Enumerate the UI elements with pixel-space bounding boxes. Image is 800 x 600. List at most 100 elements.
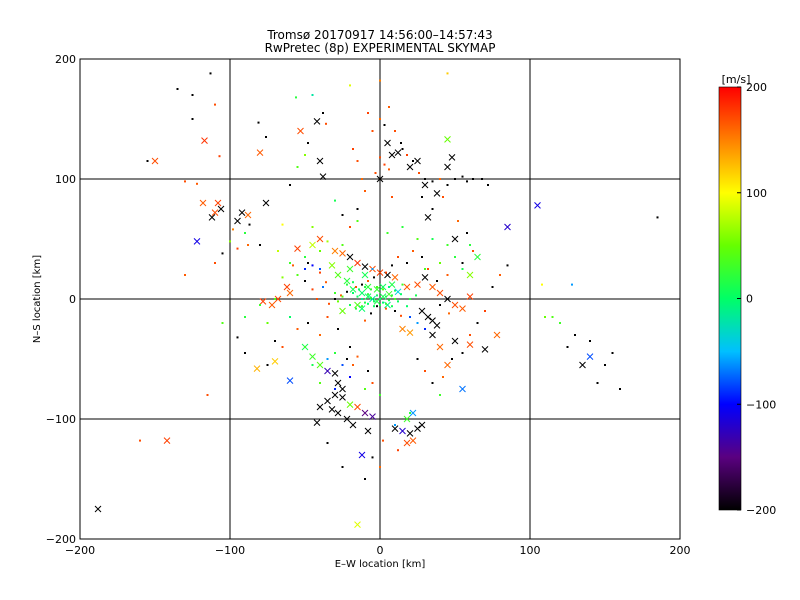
- data-point-dot: [421, 256, 423, 258]
- data-point-dot: [416, 322, 419, 324]
- data-point-dot: [364, 388, 366, 390]
- data-point-dot: [461, 352, 464, 354]
- data-point-dot: [611, 352, 614, 354]
- data-point-dot: [326, 240, 329, 243]
- data-point-dot: [356, 160, 359, 162]
- data-point-dot: [484, 310, 486, 312]
- data-point-dot: [406, 305, 408, 308]
- data-point-x: [339, 250, 346, 257]
- data-point-x: [328, 406, 336, 413]
- data-point-x: [414, 157, 421, 165]
- data-point-dot: [352, 364, 354, 366]
- data-point-dot: [386, 232, 389, 234]
- data-point-x: [384, 139, 391, 147]
- data-point-dot: [281, 346, 284, 348]
- data-point-dot: [379, 298, 381, 300]
- data-point-dot: [319, 271, 321, 274]
- data-point-x: [388, 151, 396, 159]
- data-point-dot: [571, 283, 573, 286]
- data-point-dot: [391, 196, 393, 198]
- data-point-dot: [259, 304, 261, 306]
- data-point-dot: [289, 184, 291, 186]
- data-point-dot: [431, 238, 434, 240]
- data-point-dot: [334, 199, 336, 202]
- data-point-x: [244, 211, 252, 219]
- data-point-dot: [184, 180, 186, 183]
- data-point-dot: [370, 288, 372, 291]
- data-point-dot: [247, 244, 249, 246]
- y-axis-label: N–S location [km]: [32, 255, 43, 343]
- data-point-dot: [412, 160, 414, 162]
- data-point-x: [369, 413, 376, 420]
- data-point-dot: [361, 283, 363, 286]
- data-point-dot: [349, 346, 351, 348]
- data-point-dot: [356, 295, 359, 298]
- data-point-dot: [221, 252, 224, 255]
- data-point-dot: [341, 364, 344, 366]
- data-point-dot: [400, 314, 402, 317]
- data-point-dot: [409, 316, 411, 318]
- data-point-dot: [391, 294, 393, 297]
- data-point-dot: [361, 305, 363, 308]
- data-point-dot: [326, 358, 329, 360]
- data-point-dot: [281, 223, 284, 226]
- data-point-dot: [367, 302, 369, 305]
- data-point-x: [418, 307, 426, 315]
- data-point-dot: [385, 302, 387, 305]
- data-point-dot: [469, 244, 471, 246]
- data-point-dot: [319, 268, 321, 270]
- data-point-dot: [257, 121, 260, 124]
- colorbar-ticks: −200 −100 0 100 200: [718, 81, 776, 517]
- data-point-dot: [424, 370, 426, 372]
- data-point-x: [364, 427, 372, 435]
- data-point-x: [294, 245, 301, 252]
- data-point-dot: [401, 226, 404, 228]
- data-point-dot: [296, 274, 299, 276]
- data-point-x: [297, 127, 304, 135]
- plot-points: [94, 72, 659, 528]
- data-point-x: [373, 286, 381, 293]
- data-point-dot: [316, 298, 318, 300]
- data-point-dot: [388, 106, 390, 108]
- data-point-dot: [457, 220, 459, 222]
- data-point-x: [286, 289, 294, 297]
- data-point-dot: [352, 148, 354, 150]
- data-point-dot: [304, 346, 306, 348]
- data-point-dot: [349, 304, 351, 306]
- data-point-dot: [304, 154, 306, 156]
- data-point-x: [403, 439, 411, 447]
- data-point-dot: [394, 289, 396, 292]
- data-point-x: [466, 271, 474, 279]
- data-point-x: [424, 313, 432, 321]
- data-point-dot: [454, 178, 456, 180]
- data-point-dot: [409, 412, 411, 414]
- data-point-dot: [397, 449, 399, 452]
- data-point-x: [459, 385, 466, 393]
- data-point-x: [268, 301, 276, 309]
- data-point-x: [354, 301, 361, 309]
- data-point-dot: [421, 196, 423, 198]
- data-point-dot: [446, 244, 449, 246]
- data-point-x: [409, 437, 417, 444]
- data-point-x: [349, 421, 357, 429]
- data-point-x: [334, 409, 342, 417]
- data-point-dot: [296, 166, 299, 168]
- data-point-dot: [191, 94, 194, 96]
- chart-title-group: Tromsø 20170917 14:56:00–14:57:43 RwPret…: [265, 28, 496, 55]
- data-point-dot: [281, 276, 284, 279]
- data-point-dot: [364, 301, 366, 304]
- data-point-dot: [337, 328, 339, 330]
- data-point-dot: [439, 304, 441, 306]
- data-point-dot: [319, 250, 321, 252]
- data-point-dot: [406, 154, 408, 156]
- data-point-dot: [397, 300, 399, 303]
- data-point-dot: [424, 268, 426, 270]
- data-point-x: [391, 425, 399, 432]
- data-point-dot: [341, 295, 344, 298]
- data-point-x: [339, 394, 346, 401]
- chart-subtitle: RwPretec (8p) EXPERIMENTAL SKYMAP: [265, 41, 496, 55]
- data-point-dot: [373, 276, 375, 279]
- chart-title: Tromsø 20170917 14:56:00–14:57:43: [266, 28, 492, 42]
- data-point-dot: [436, 280, 438, 282]
- data-point-dot: [461, 175, 464, 178]
